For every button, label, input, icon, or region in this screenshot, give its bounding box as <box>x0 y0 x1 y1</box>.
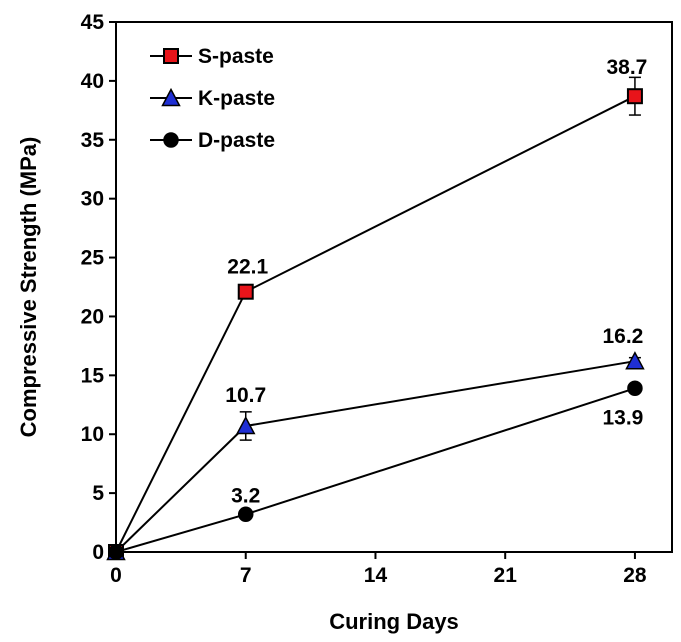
y-tick-label: 0 <box>92 541 104 564</box>
x-tick-label: 0 <box>110 564 122 587</box>
x-axis-title: Curing Days <box>329 609 459 634</box>
y-tick-label: 40 <box>81 70 104 93</box>
plot-frame <box>115 21 673 553</box>
legend-label-s-paste: S-paste <box>198 45 274 68</box>
x-tick-label: 28 <box>623 564 647 587</box>
y-tick-label: 35 <box>81 129 105 152</box>
y-tick-label: 5 <box>92 482 104 505</box>
series-line-d-paste <box>115 387 636 553</box>
x-tick-label: 7 <box>240 564 252 587</box>
legend-label-k-paste: K-paste <box>198 87 275 110</box>
y-axis-title: Compressive Strength (MPa) <box>16 137 41 438</box>
y-tick-label: 15 <box>81 364 105 387</box>
x-tick-label: 21 <box>494 564 518 587</box>
legend: S-paste K-paste D-paste <box>150 45 275 152</box>
data-label-d-paste: 13.9 <box>602 406 643 429</box>
y-tick-label: 45 <box>81 11 105 34</box>
legend-marker-s-paste <box>163 48 179 64</box>
data-point-d-paste <box>627 380 643 397</box>
series-layer: 22.1 38.7 10.7 16.2 3.2 13.9 <box>106 56 647 561</box>
y-tick-label: 10 <box>81 423 104 446</box>
data-point-s-paste <box>626 88 643 105</box>
x-tick-label: 14 <box>364 564 388 587</box>
y-tick-label: 30 <box>81 188 104 211</box>
series-line-s-paste <box>115 95 636 553</box>
data-label-s-paste: 22.1 <box>227 256 268 279</box>
y-tick-label: 25 <box>81 247 105 270</box>
data-point-d-paste <box>237 506 254 523</box>
legend-label-d-paste: D-paste <box>198 129 275 152</box>
legend-marker-d-paste <box>163 132 179 148</box>
axes: 0 5 10 15 20 25 30 35 40 45 0 7 14 21 28 <box>81 11 673 587</box>
data-point-d-paste <box>108 544 124 560</box>
legend-marker-k-paste <box>161 87 181 107</box>
data-label-s-paste: 38.7 <box>606 56 647 79</box>
data-label-d-paste: 3.2 <box>231 484 260 507</box>
data-label-k-paste: 16.2 <box>602 325 643 348</box>
data-label-k-paste: 10.7 <box>225 384 266 407</box>
y-tick-label: 20 <box>81 305 104 328</box>
data-point-s-paste <box>237 283 254 300</box>
data-point-k-paste <box>625 351 645 370</box>
data-point-k-paste <box>235 415 256 435</box>
series-line-k-paste <box>115 360 636 553</box>
